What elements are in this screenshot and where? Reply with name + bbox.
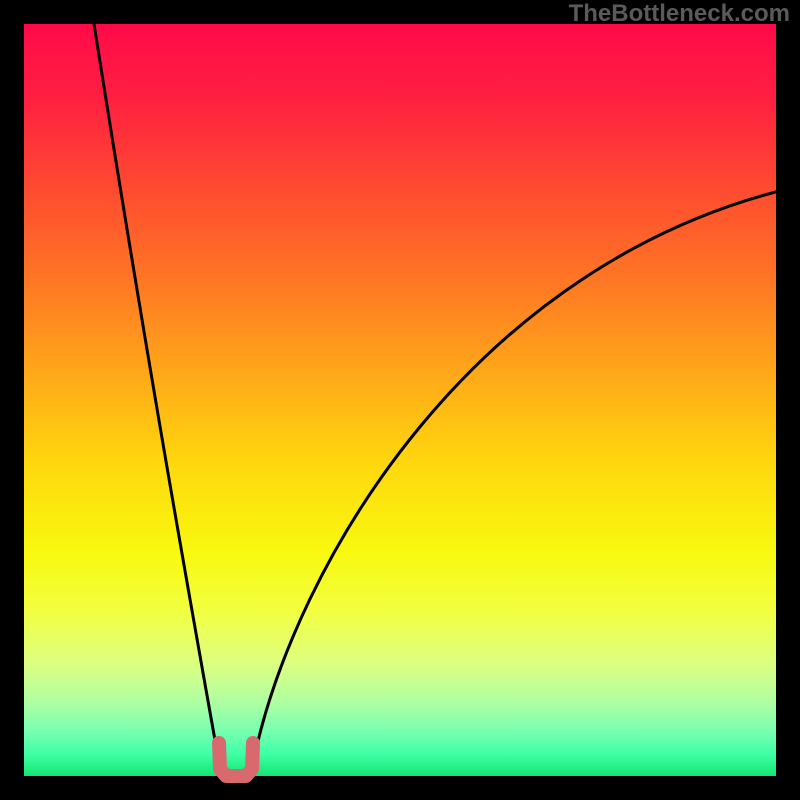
bottleneck-curve-right: [253, 186, 800, 763]
bottleneck-curve-left: [94, 24, 219, 763]
valley-marker: [219, 743, 253, 776]
curve-layer: [0, 0, 800, 800]
watermark-text: TheBottleneck.com: [569, 0, 790, 28]
chart-frame: TheBottleneck.com: [0, 0, 800, 800]
